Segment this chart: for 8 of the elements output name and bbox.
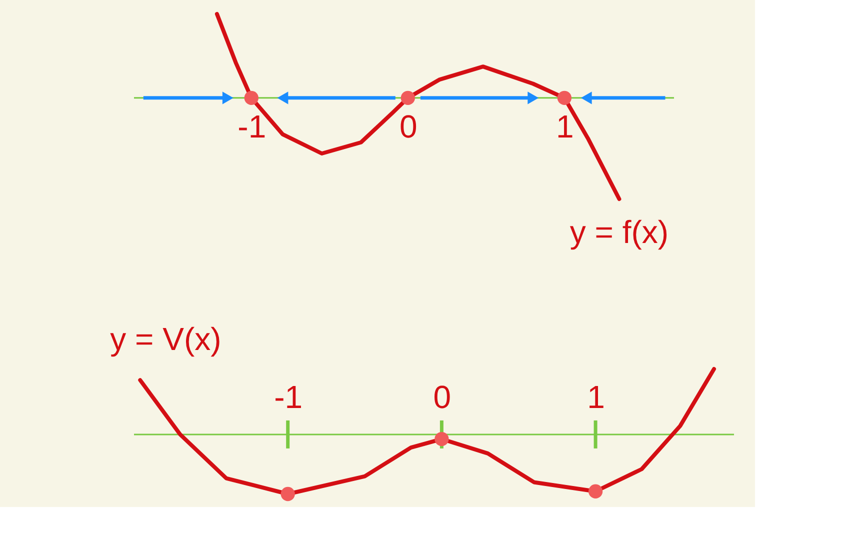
x-tick-label: 1 bbox=[587, 378, 605, 415]
x-tick-label: 0 bbox=[433, 378, 452, 415]
x-tick-label: -1 bbox=[238, 108, 266, 144]
x-tick-label: 0 bbox=[400, 108, 418, 144]
series-label: y = V(x) bbox=[110, 321, 222, 358]
series-label: y = f(x) bbox=[570, 214, 669, 250]
x-tick-label: -1 bbox=[274, 378, 303, 415]
x-tick-label: 1 bbox=[556, 108, 574, 144]
